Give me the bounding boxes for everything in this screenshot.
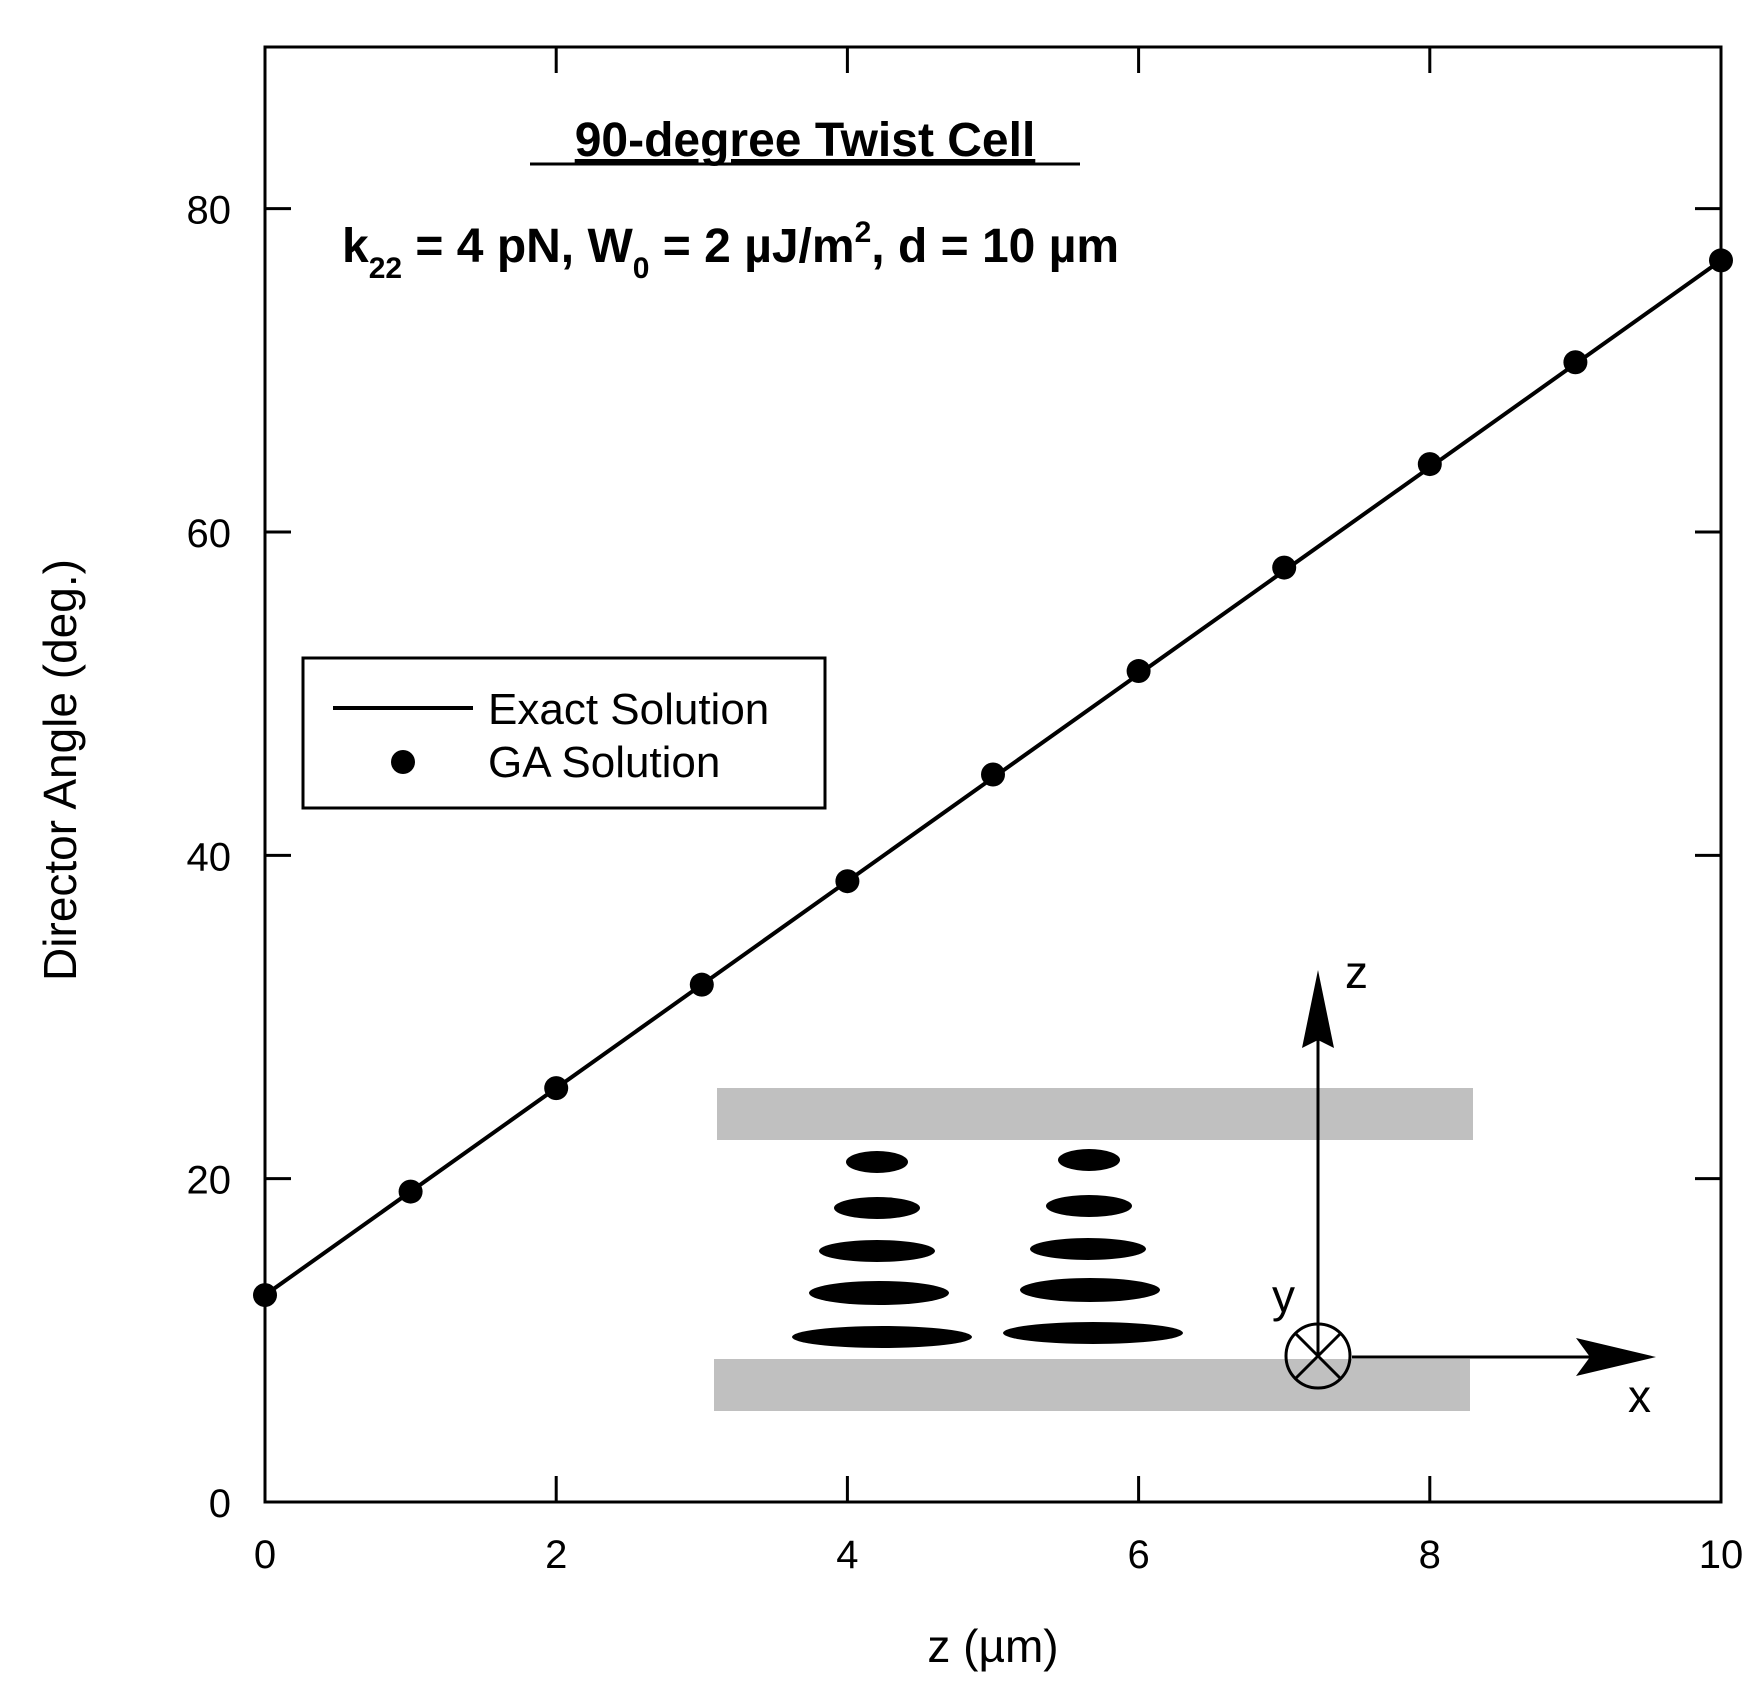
x-tick-label: 2 xyxy=(545,1533,567,1577)
inset-y-label: y xyxy=(1272,1270,1295,1322)
molecule-ellipse xyxy=(846,1151,908,1173)
molecule-stack-right xyxy=(1003,1149,1183,1344)
legend-marker-swatch xyxy=(391,750,415,774)
legend-label-ga: GA Solution xyxy=(488,738,720,787)
x-tick-label: 10 xyxy=(1699,1533,1744,1577)
axis-ticks xyxy=(263,47,1723,1504)
y-axis-into-page-icon xyxy=(1284,1322,1352,1390)
inset-x-label: x xyxy=(1628,1370,1651,1422)
data-point-ga-solution xyxy=(253,1283,277,1308)
x-tick-label: 4 xyxy=(836,1533,858,1577)
legend-label-exact: Exact Solution xyxy=(488,685,769,734)
molecule-ellipse xyxy=(834,1197,920,1219)
param-w-value: = 2 µJ/m xyxy=(649,220,854,273)
bottom-substrate-plate xyxy=(714,1359,1470,1411)
data-point-ga-solution xyxy=(689,972,714,997)
param-w: W xyxy=(587,220,633,273)
data-point-ga-solution xyxy=(981,762,1005,787)
data-point-ga-solution xyxy=(1709,248,1733,273)
x-axis-label: z (µm) xyxy=(927,1620,1058,1672)
molecule-ellipse xyxy=(1030,1238,1146,1260)
inset-z-label: z xyxy=(1345,946,1368,998)
molecule-ellipse xyxy=(792,1326,972,1348)
plot-frame xyxy=(263,45,1723,1504)
data-point-ga-solution xyxy=(1563,350,1588,375)
x-tick-label: 6 xyxy=(1127,1533,1149,1577)
molecule-ellipse xyxy=(1058,1149,1120,1171)
y-tick-label: 40 xyxy=(187,835,232,879)
data-point-ga-solution xyxy=(544,1076,569,1101)
data-point-ga-solution xyxy=(398,1179,423,1204)
molecule-ellipse xyxy=(1046,1195,1132,1217)
cell-schematic-inset: z x y xyxy=(714,946,1656,1422)
legend: Exact Solution GA Solution xyxy=(301,656,827,810)
molecule-ellipse xyxy=(809,1281,949,1305)
param-w-sup: 2 xyxy=(855,216,872,249)
legend-box xyxy=(301,656,827,810)
y-axis-cross-b xyxy=(1294,1332,1342,1380)
x-tick-label: 0 xyxy=(254,1533,276,1577)
y-tick-label: 20 xyxy=(187,1159,232,1203)
y-axis-label: Director Angle (deg.) xyxy=(34,559,86,981)
data-point-ga-solution xyxy=(1272,555,1297,580)
y-tick-label: 60 xyxy=(187,512,232,556)
data-point-ga-solution xyxy=(1417,452,1442,477)
param-d-value: , d = 10 µm xyxy=(871,220,1119,273)
parameters-text: k22 = 4 pN, W0 = 2 µJ/m2, d = 10 µm xyxy=(342,216,1119,285)
molecule-ellipse xyxy=(1020,1278,1160,1302)
param-k-value: = 4 pN, xyxy=(402,220,587,273)
molecule-stack-left xyxy=(792,1151,972,1348)
data-point-ga-solution xyxy=(835,869,860,894)
y-tick-label: 80 xyxy=(187,189,232,233)
molecule-ellipse xyxy=(819,1240,935,1262)
top-substrate-plate xyxy=(717,1088,1473,1140)
x-tick-label: 8 xyxy=(1419,1533,1441,1577)
z-axis-arrowhead xyxy=(1302,970,1334,1048)
molecule-ellipse xyxy=(1003,1322,1183,1344)
param-k: k xyxy=(342,220,369,273)
param-k-sub: 22 xyxy=(369,252,402,285)
series-layer xyxy=(253,248,1733,1308)
param-w-sub: 0 xyxy=(633,252,650,285)
data-point-ga-solution xyxy=(1126,659,1151,684)
x-axis-arrowhead xyxy=(1576,1338,1656,1376)
y-tick-label: 0 xyxy=(209,1482,231,1526)
chart-title: 90-degree Twist Cell xyxy=(575,114,1036,167)
